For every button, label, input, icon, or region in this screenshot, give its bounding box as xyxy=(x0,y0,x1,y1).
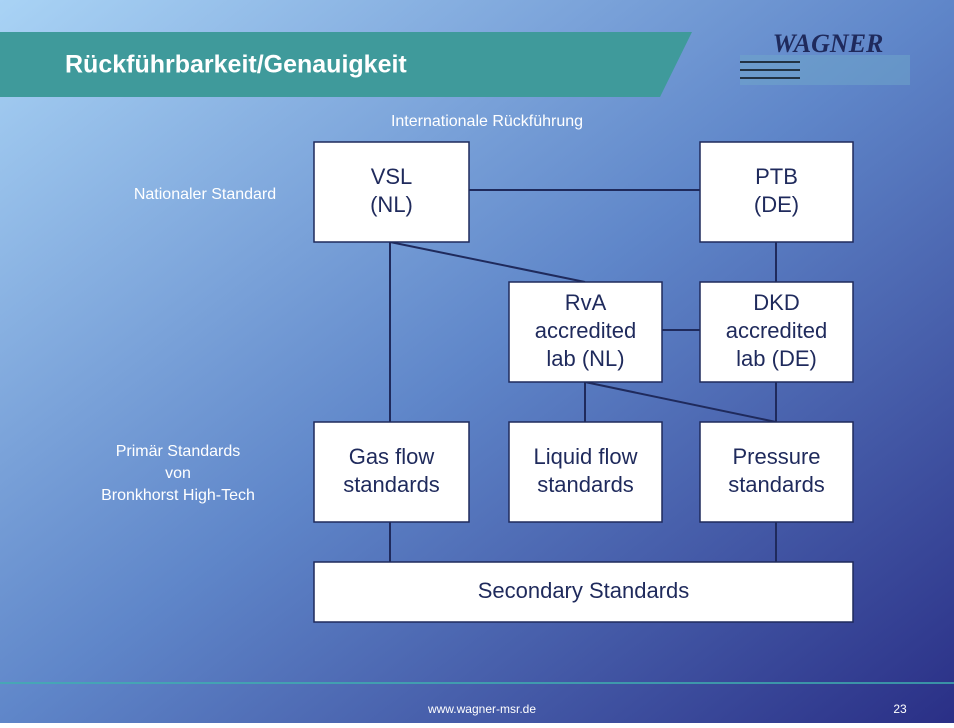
title: Rückführbarkeit/Genauigkeit xyxy=(65,51,407,79)
node-label: Secondary Standards xyxy=(478,578,690,603)
node-label: accredited xyxy=(726,318,828,343)
logo-text: WAGNER xyxy=(773,29,884,58)
node-label: standards xyxy=(537,472,634,497)
node-label: Pressure xyxy=(732,444,820,469)
node-label: (NL) xyxy=(370,192,413,217)
side-label: Bronkhorst High-Tech xyxy=(101,487,255,504)
node-label: accredited xyxy=(535,318,637,343)
node-label: Liquid flow xyxy=(534,444,638,469)
node-box xyxy=(313,561,854,623)
node-label: lab (DE) xyxy=(736,346,817,371)
node-box xyxy=(699,141,854,243)
node-label: Gas flow xyxy=(349,444,435,469)
node-label: PTB xyxy=(755,164,798,189)
node-label: (DE) xyxy=(754,192,799,217)
side-label: von xyxy=(165,465,191,482)
page-number: 23 xyxy=(893,702,907,716)
node-box xyxy=(313,141,470,243)
connector xyxy=(584,381,777,423)
footer-url: www.wagner-msr.de xyxy=(427,702,536,716)
node-box xyxy=(508,281,663,383)
node-label: standards xyxy=(343,472,440,497)
node-label: DKD xyxy=(753,290,799,315)
node-box xyxy=(313,421,470,523)
node-label: lab (NL) xyxy=(546,346,624,371)
subtitle: Internationale Rückführung xyxy=(391,113,583,130)
node-label: VSL xyxy=(371,164,413,189)
side-label: Primär Standards xyxy=(116,443,241,460)
connector xyxy=(389,241,586,283)
node-label: RvA xyxy=(565,290,607,315)
nodes: VSL (NL) PTB (DE) RvA accredited lab (NL) DKD ac… xyxy=(313,141,854,623)
side-label: Nationaler Standard xyxy=(134,186,276,203)
node-box xyxy=(508,421,663,523)
node-box xyxy=(699,281,854,383)
node-label: standards xyxy=(728,472,825,497)
connectors xyxy=(389,189,777,562)
title-bar xyxy=(0,32,692,97)
node-box xyxy=(699,421,854,523)
logo: WAGNER xyxy=(740,29,910,85)
